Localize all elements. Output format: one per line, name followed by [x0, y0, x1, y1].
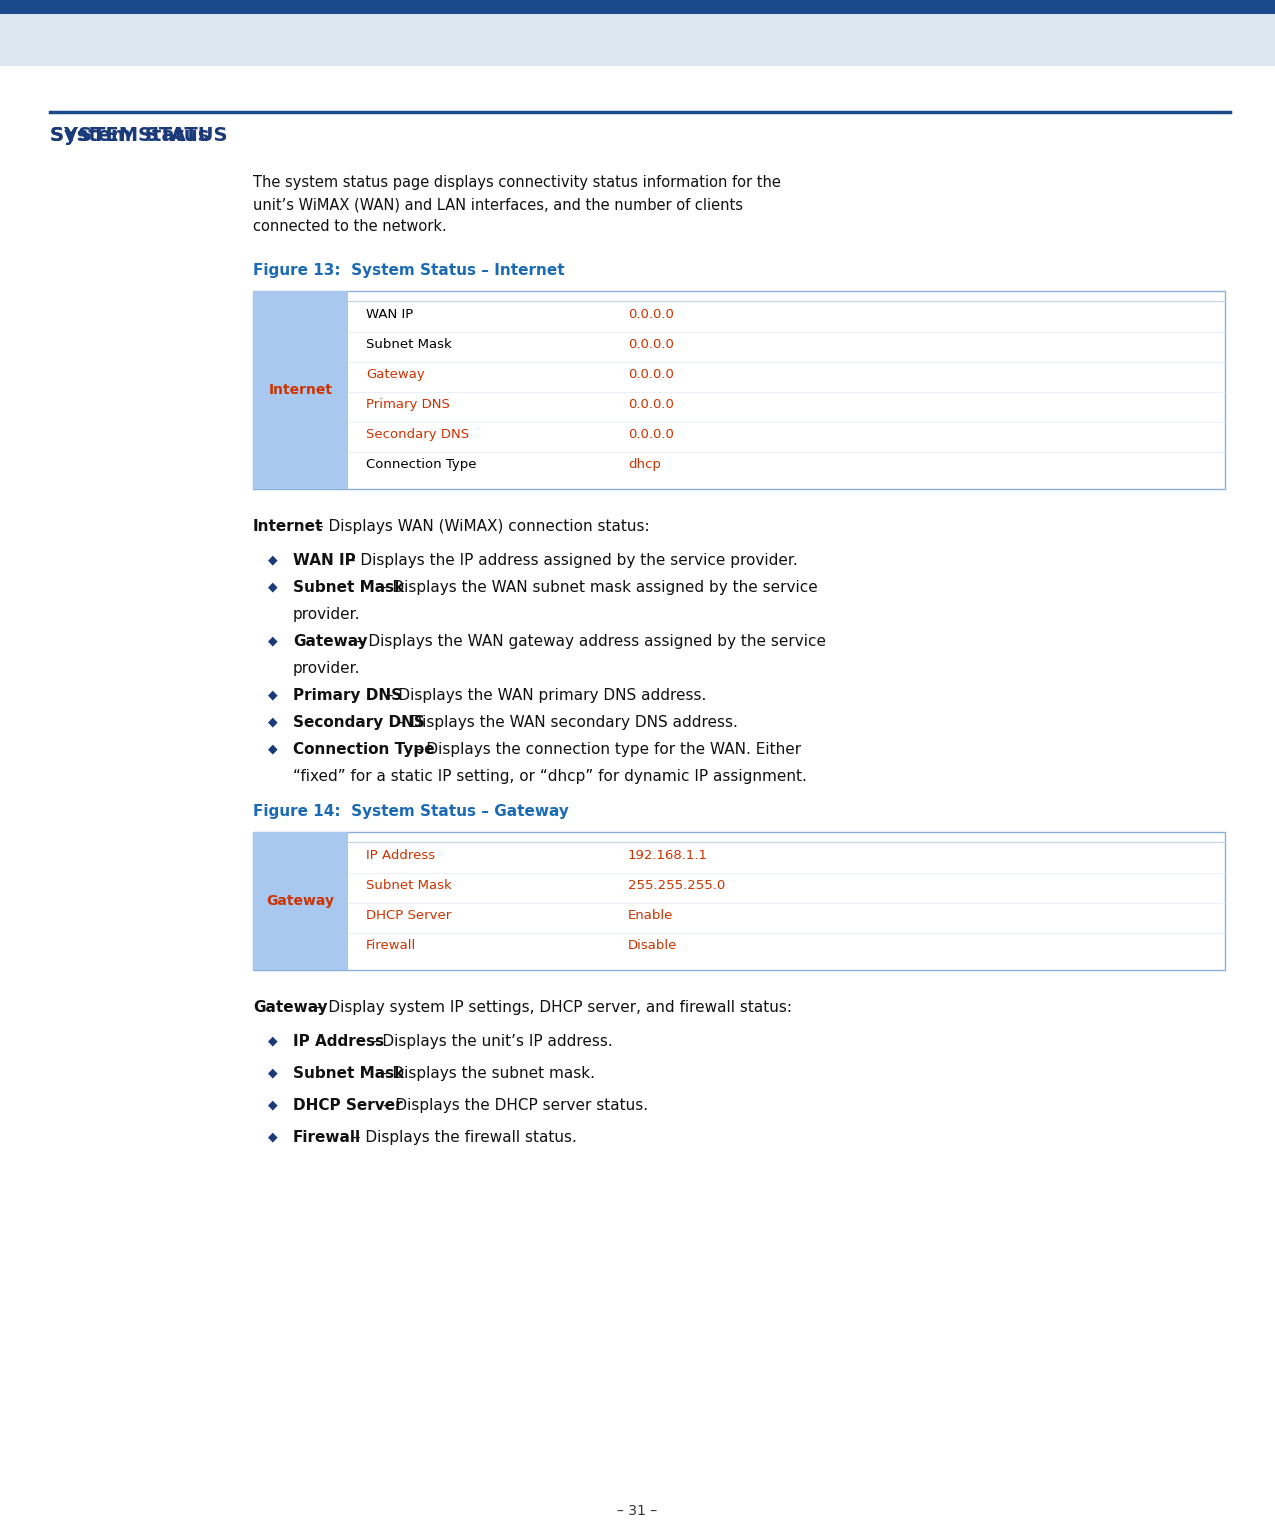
Text: The system status page displays connectivity status information for the: The system status page displays connecti… [252, 175, 780, 190]
Bar [0, 0, 1275, 14]
Text: Internet: Internet [269, 383, 333, 397]
Text: Gateway: Gateway [252, 1000, 328, 1016]
Text: Firewall: Firewall [366, 939, 416, 951]
Text: 0.0.0.0: 0.0.0.0 [629, 398, 674, 411]
Text: provider.: provider. [293, 660, 361, 676]
Text: ◆: ◆ [268, 715, 278, 728]
Bar [252, 832, 1225, 970]
Text: IP Address: IP Address [293, 1034, 384, 1049]
Text: – Displays the WAN subnet mask assigned by the service: – Displays the WAN subnet mask assigned … [375, 581, 817, 594]
Text: ◆: ◆ [268, 581, 278, 593]
Text: Enable: Enable [629, 908, 673, 922]
Text: ◆: ◆ [268, 553, 278, 565]
Text: dhcp: dhcp [629, 458, 660, 470]
Text: – Displays the WAN gateway address assigned by the service: – Displays the WAN gateway address assig… [351, 634, 826, 650]
Text: Gateway: Gateway [293, 634, 367, 650]
Bar [252, 291, 1225, 489]
Text: ◆: ◆ [268, 1131, 278, 1143]
Text: Subnet Mask: Subnet Mask [293, 1066, 404, 1082]
Text: Primary DNS: Primary DNS [293, 688, 402, 703]
Text: Subnet Mask: Subnet Mask [366, 879, 451, 892]
Text: Subnet Mask: Subnet Mask [366, 339, 451, 351]
Text: DHCP Server: DHCP Server [366, 908, 451, 922]
Text: connected to the network.: connected to the network. [252, 219, 446, 234]
Text: – Display system IP settings, DHCP server, and firewall status:: – Display system IP settings, DHCP serve… [311, 1000, 792, 1016]
Text: ◆: ◆ [268, 1098, 278, 1111]
Text: 0.0.0.0: 0.0.0.0 [629, 427, 674, 441]
Text: Disable: Disable [629, 939, 677, 951]
Text: 255.255.255.0: 255.255.255.0 [629, 879, 725, 892]
Text: – Displays the firewall status.: – Displays the firewall status. [348, 1131, 576, 1144]
Text: ◆: ◆ [268, 1034, 278, 1046]
Text: unit’s WiMAX (WAN) and LAN interfaces, and the number of clients: unit’s WiMAX (WAN) and LAN interfaces, a… [252, 198, 743, 211]
Text: 0.0.0.0: 0.0.0.0 [629, 368, 674, 381]
Text: Secondary DNS: Secondary DNS [366, 427, 469, 441]
Bar [0, 14, 1275, 66]
Text: 0.0.0.0: 0.0.0.0 [629, 339, 674, 351]
Text: WAN IP: WAN IP [366, 308, 413, 322]
Text: provider.: provider. [293, 607, 361, 622]
Text: Gateway: Gateway [266, 895, 334, 908]
Bar [252, 291, 348, 489]
Text: System Status: System Status [50, 126, 209, 146]
Text: Gateway: Gateway [366, 368, 425, 381]
Text: “fixed” for a static IP setting, or “dhcp” for dynamic IP assignment.: “fixed” for a static IP setting, or “dhc… [293, 769, 807, 784]
Text: Secondary DNS: Secondary DNS [293, 715, 425, 731]
Text: – Displays the subnet mask.: – Displays the subnet mask. [375, 1066, 595, 1082]
Text: ◆: ◆ [268, 1066, 278, 1079]
Text: 192.168.1.1: 192.168.1.1 [629, 849, 708, 863]
Text: ◆: ◆ [268, 634, 278, 647]
Text: – Displays the WAN primary DNS address.: – Displays the WAN primary DNS address. [381, 688, 706, 703]
Text: Internet: Internet [252, 519, 324, 535]
Text: – Displays WAN (WiMAX) connection status:: – Displays WAN (WiMAX) connection status… [316, 519, 650, 535]
Text: – Displays the WAN secondary DNS address.: – Displays the WAN secondary DNS address… [393, 715, 738, 731]
Text: ◆: ◆ [268, 688, 278, 702]
Text: System Status: System Status [1131, 47, 1237, 63]
Text: Firewall: Firewall [293, 1131, 361, 1144]
Text: DHCP Server: DHCP Server [293, 1098, 403, 1114]
Text: Figure 13:  System Status – Internet: Figure 13: System Status – Internet [252, 264, 565, 277]
Text: Connection Type: Connection Type [293, 741, 435, 757]
Text: – 31 –: – 31 – [617, 1504, 658, 1518]
Text: SYSTEM STATUS: SYSTEM STATUS [50, 126, 227, 146]
Text: – Displays the connection type for the WAN. Either: – Displays the connection type for the W… [409, 741, 801, 757]
Text: CʜAPTER 4  |  System Settings: CʜAPTER 4 | System Settings [963, 25, 1237, 40]
Text: – Displays the DHCP server status.: – Displays the DHCP server status. [377, 1098, 648, 1114]
Text: IP Address: IP Address [366, 849, 435, 863]
Text: WAN IP: WAN IP [293, 553, 356, 568]
Bar [252, 832, 348, 970]
Text: – Displays the IP address assigned by the service provider.: – Displays the IP address assigned by th… [343, 553, 798, 568]
Text: Connection Type: Connection Type [366, 458, 477, 470]
Text: ◆: ◆ [268, 741, 278, 755]
Text: – Displays the unit’s IP address.: – Displays the unit’s IP address. [365, 1034, 613, 1049]
Text: Figure 14:  System Status – Gateway: Figure 14: System Status – Gateway [252, 804, 569, 820]
Text: 0.0.0.0: 0.0.0.0 [629, 308, 674, 322]
Text: Subnet Mask: Subnet Mask [293, 581, 404, 594]
Text: Primary DNS: Primary DNS [366, 398, 450, 411]
